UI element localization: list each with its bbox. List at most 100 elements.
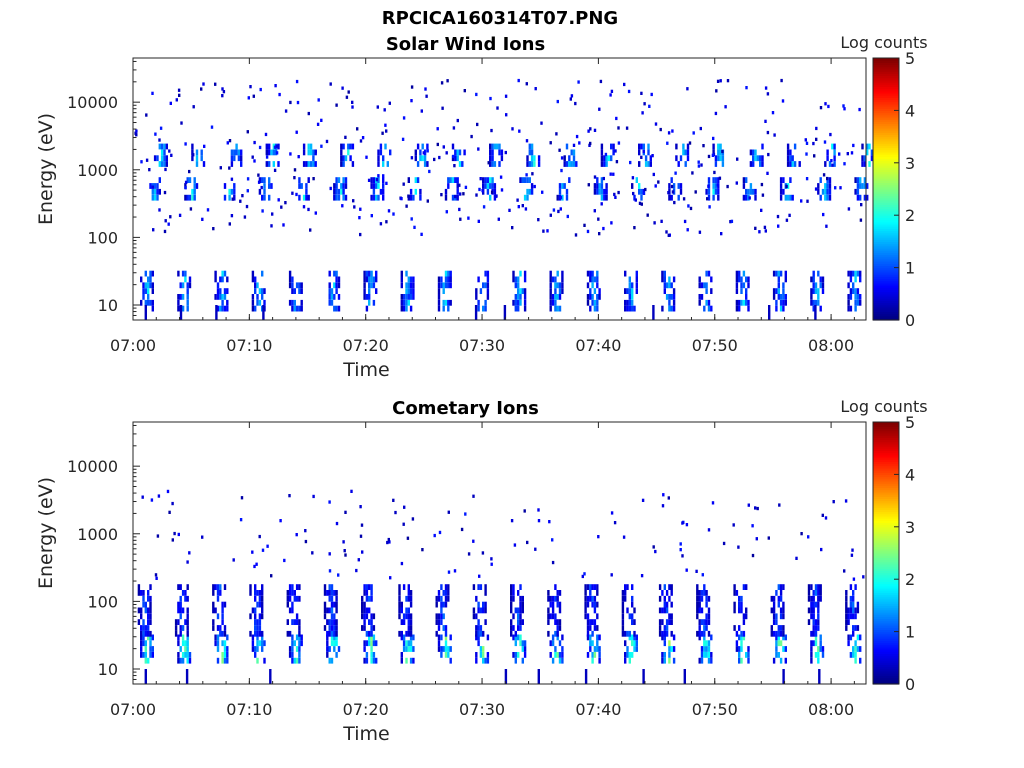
spectrogram-cell <box>363 619 366 625</box>
spectrogram-cell <box>549 288 552 294</box>
spectrogram-cell <box>342 143 345 150</box>
spectrogram-cell <box>569 97 572 101</box>
spectrogram-cell <box>528 143 531 150</box>
spectrogram-cell <box>251 634 255 641</box>
spectrogram-cell <box>598 188 601 195</box>
spectrogram-cell <box>812 299 815 306</box>
spectrogram-cell <box>179 646 182 652</box>
spectrogram-cell <box>814 187 818 191</box>
spectrogram-cell <box>633 305 636 312</box>
colorbar-segment <box>873 291 899 295</box>
spectrogram-cell <box>661 652 664 658</box>
spectrogram-cell <box>210 125 214 129</box>
spectrogram-cell <box>385 129 388 133</box>
colorbar-segment <box>873 226 899 229</box>
spectrogram-cell <box>268 161 271 167</box>
spectrogram-cell <box>447 510 450 514</box>
spectrogram-cell <box>158 177 161 183</box>
spectrogram-cell <box>600 143 604 150</box>
spectrogram-cell <box>518 129 521 133</box>
spectrogram-cell <box>843 569 846 573</box>
spectrogram-cell <box>598 107 601 111</box>
spectrogram-cell <box>215 305 218 320</box>
spectrogram-cell <box>181 607 185 614</box>
spectrogram-cell <box>782 294 785 300</box>
spectrogram-cell <box>257 180 261 184</box>
spectrogram-cell <box>551 538 554 542</box>
spectrogram-cell <box>572 143 576 147</box>
spectrogram-cell <box>261 548 265 552</box>
spectrogram-cell <box>482 177 485 183</box>
spectrogram-cell <box>375 288 378 294</box>
spectrogram-cell <box>475 92 478 97</box>
spectrogram-cell <box>514 652 517 658</box>
spectrogram-cell <box>504 150 507 155</box>
spectrogram-cell <box>407 288 410 294</box>
spectrogram-cell <box>482 646 485 652</box>
spectrogram-cell <box>663 630 666 637</box>
spectrogram-cell <box>735 276 739 283</box>
spectrogram-cell <box>563 183 566 189</box>
spectrogram-cell <box>298 646 301 652</box>
spectrogram-cell <box>184 619 187 625</box>
spectrogram-cell <box>832 500 835 504</box>
spectrogram-cell <box>517 613 520 620</box>
spectrogram-cell <box>247 96 250 100</box>
spectrogram-cell <box>407 595 410 602</box>
spectrogram-cell <box>258 613 262 620</box>
spectrogram-cell <box>493 188 497 195</box>
spectrogram-cell <box>407 625 410 631</box>
spectrogram-cell <box>256 625 259 631</box>
colorbar-segment <box>873 221 899 225</box>
spectrogram-cell <box>775 634 778 641</box>
spectrogram-cell <box>484 584 487 590</box>
spectrogram-cell <box>174 630 178 637</box>
spectrogram-cell <box>375 270 378 277</box>
spectrogram-cell <box>689 206 693 211</box>
spectrogram-cell <box>335 601 338 608</box>
spectrogram-cell <box>742 584 746 590</box>
spectrogram-cell <box>812 619 815 625</box>
spectrogram-cell <box>328 590 331 596</box>
spectrogram-cell <box>288 494 291 498</box>
spectrogram-cell <box>486 270 490 277</box>
spectrogram-cell <box>856 646 860 652</box>
spectrogram-cell <box>407 299 410 306</box>
spectrogram-cell <box>551 276 555 283</box>
spectrogram-cell <box>702 144 705 148</box>
spectrogram-cell <box>326 640 329 647</box>
spectrogram-cell <box>140 613 143 620</box>
spectrogram-cell <box>675 143 678 150</box>
plot-area <box>133 422 866 684</box>
spectrogram-cell <box>258 145 262 150</box>
colorbar-segment <box>873 535 899 539</box>
spectrogram-cell <box>231 197 234 201</box>
spectrogram-cell <box>329 82 332 86</box>
spectrogram-cell <box>409 294 413 300</box>
spectrogram-cell <box>410 85 414 89</box>
spectrogram-cell <box>309 228 312 232</box>
spectrogram-cell <box>670 282 673 289</box>
spectrogram-cell <box>661 590 664 596</box>
spectrogram-cell <box>149 601 152 608</box>
spectrogram-cell <box>258 595 262 602</box>
spectrogram-cell <box>824 516 828 520</box>
spectrogram-cell <box>591 276 594 283</box>
spectrogram-cell <box>178 213 182 217</box>
spectrogram-cell <box>698 299 701 306</box>
spectrogram-cell <box>142 630 145 637</box>
spectrogram-cell <box>216 595 220 602</box>
spectrogram-cell <box>405 288 408 294</box>
spectrogram-cell <box>456 183 459 189</box>
spectrogram-cell <box>707 154 711 159</box>
spectrogram-cell <box>852 282 855 289</box>
spectrogram-cell <box>640 202 643 206</box>
spectrogram-cell <box>672 646 676 652</box>
spectrogram-cell <box>578 141 581 145</box>
spectrogram-cell <box>344 155 348 162</box>
spectrogram-cell <box>847 207 851 211</box>
colorbar-segment <box>873 572 899 576</box>
spectrogram-cell <box>226 276 229 283</box>
spectrogram-cell <box>598 183 601 189</box>
spectrogram-cell <box>293 299 296 306</box>
